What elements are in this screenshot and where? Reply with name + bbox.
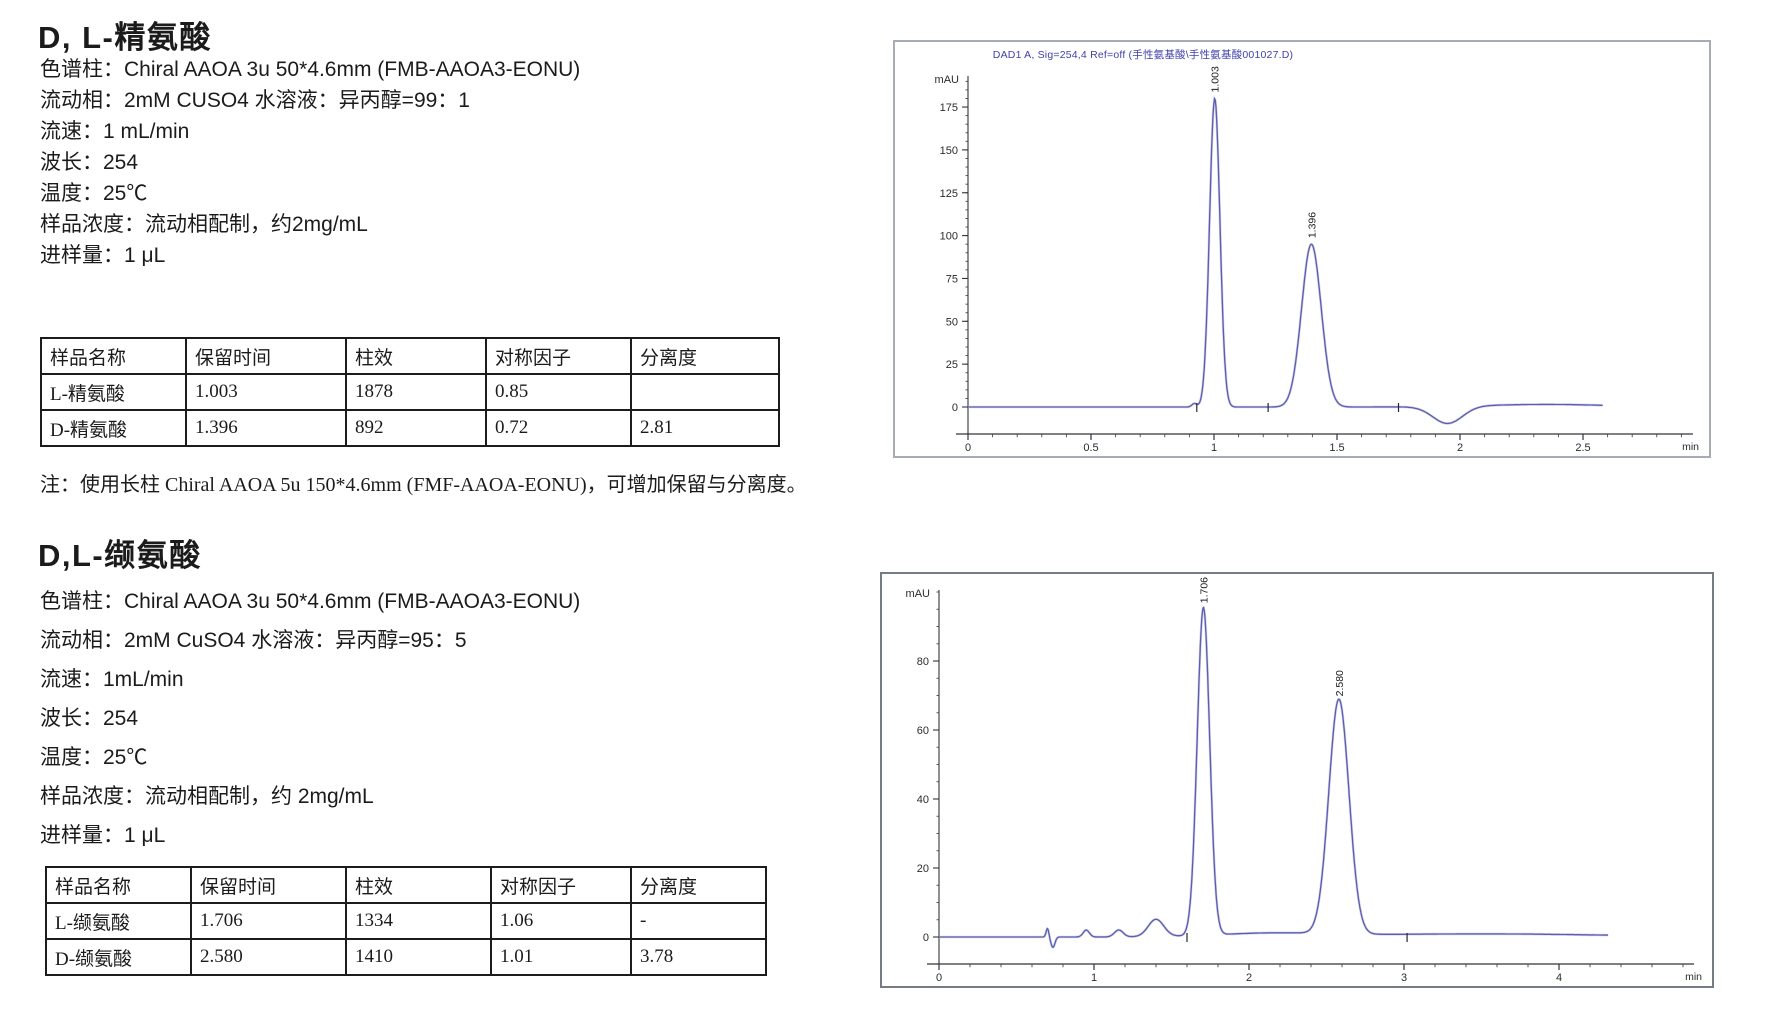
- col-header-resolution: 分离度: [630, 866, 767, 904]
- param-flow-rate: 流速：1 mL/min: [40, 120, 190, 143]
- col-header-resolution: 分离度: [630, 337, 780, 375]
- y-tick-label: 150: [940, 145, 958, 157]
- param-wavelength: 波长：254: [40, 151, 139, 174]
- x-tick-label: 2: [1246, 972, 1252, 982]
- section2-title: D,L-缬氨酸: [38, 538, 202, 573]
- cell-resolution: 2.81: [630, 409, 780, 447]
- x-tick-label: 2.5: [1575, 442, 1590, 452]
- col-header-sample: 样品名称: [45, 866, 192, 904]
- cell-retention: 1.706: [190, 902, 347, 940]
- param-concentration: 样品浓度：流动相配制，约2mg/mL: [40, 213, 368, 236]
- x-axis-unit: min: [1685, 971, 1702, 982]
- y-tick-label: 40: [917, 794, 929, 806]
- cell-symmetry: 0.85: [485, 373, 632, 411]
- y-tick-label: 0: [952, 402, 958, 414]
- table-row: L-缬氨酸 1.706 1334 1.06 -: [45, 902, 767, 940]
- cell-sample: L-缬氨酸: [45, 902, 192, 940]
- chart-title: DAD1 A, Sig=254,4 Ref=off (手性氨基酸\手性氨基酸00…: [993, 48, 1293, 61]
- results-table-2: 样品名称 保留时间 柱效 对称因子 分离度 L-缬氨酸 1.706 1334 1…: [45, 866, 767, 976]
- cell-plates: 1334: [345, 902, 492, 940]
- x-tick-label: 0: [965, 442, 971, 452]
- cell-sample: D-精氨酸: [40, 409, 187, 447]
- peak-label: 2.580: [1334, 670, 1346, 696]
- param-wavelength: 波长：254: [40, 707, 139, 730]
- x-tick-label: 0: [936, 972, 942, 982]
- results-table-1: 样品名称 保留时间 柱效 对称因子 分离度 L-精氨酸 1.003 1878 0…: [40, 337, 780, 447]
- col-header-symmetry: 对称因子: [485, 337, 632, 375]
- cell-plates: 1878: [345, 373, 487, 411]
- param-mobile-phase: 流动相：2mM CuSO4 水溶液：异丙醇=95：5: [40, 629, 467, 652]
- cell-symmetry: 0.72: [485, 409, 632, 447]
- chromatogram-valine: 0 20 40 60 80 mAU 0 1 2 3 4 min 1.706 2.580: [880, 572, 1714, 988]
- param-temperature: 温度：25℃: [40, 746, 148, 769]
- param-mobile-phase: 流动相：2mM CUSO4 水溶液：异丙醇=99：1: [40, 89, 470, 112]
- x-tick-label: 1: [1091, 972, 1097, 982]
- param-column: 色谱柱：Chiral AAOA 3u 50*4.6mm (FMB-AAOA3-E…: [40, 58, 581, 81]
- param-column: 色谱柱：Chiral AAOA 3u 50*4.6mm (FMB-AAOA3-E…: [40, 590, 581, 613]
- param-concentration: 样品浓度：流动相配制，约 2mg/mL: [40, 785, 374, 808]
- cell-resolution: [630, 373, 780, 411]
- y-axis-unit: mAU: [935, 74, 960, 86]
- cell-symmetry: 1.01: [490, 938, 632, 976]
- param-injection: 进样量：1 μL: [40, 244, 166, 267]
- section1-title: D, L-精氨酸: [38, 20, 212, 55]
- x-axis-unit: min: [1682, 441, 1699, 452]
- section2-params: 色谱柱：Chiral AAOA 3u 50*4.6mm (FMB-AAOA3-E…: [40, 582, 580, 855]
- y-tick-label: 20: [917, 863, 929, 875]
- y-tick-label: 60: [917, 725, 929, 737]
- y-axis-unit: mAU: [906, 588, 931, 600]
- x-tick-label: 0.5: [1083, 442, 1098, 452]
- cell-retention: 2.580: [190, 938, 347, 976]
- x-tick-label: 1.5: [1329, 442, 1344, 452]
- cell-retention: 1.396: [185, 409, 347, 447]
- table-header-row: 样品名称 保留时间 柱效 对称因子 分离度: [40, 337, 780, 375]
- y-tick-label: 0: [923, 932, 929, 944]
- chromatogram-arginine-svg: 0 25 50 75 100 125 150 175 mAU 0 0.5 1 1.5 2 2.5 min DAD…: [935, 48, 1700, 452]
- y-tick-label: 75: [946, 273, 958, 285]
- table-row: D-缬氨酸 2.580 1410 1.01 3.78: [45, 938, 767, 976]
- col-header-retention: 保留时间: [185, 337, 347, 375]
- col-header-plates: 柱效: [345, 866, 492, 904]
- y-tick-label: 25: [946, 359, 958, 371]
- y-tick-label: 100: [940, 231, 958, 243]
- signal-trace: [939, 606, 1609, 949]
- y-tick-label: 80: [917, 656, 929, 668]
- param-flow-rate: 流速：1mL/min: [40, 668, 184, 691]
- cell-retention: 1.003: [185, 373, 347, 411]
- x-tick-label: 1: [1211, 442, 1217, 452]
- chromatogram-valine-svg: 0 20 40 60 80 mAU 0 1 2 3 4 min 1.706 2.580: [906, 577, 1703, 982]
- x-tick-label: 2: [1457, 442, 1463, 452]
- y-tick-label: 175: [940, 102, 958, 114]
- section1-params: 色谱柱：Chiral AAOA 3u 50*4.6mm (FMB-AAOA3-E…: [40, 54, 580, 271]
- cell-resolution: -: [630, 902, 767, 940]
- footnote: 注：使用长柱 Chiral AAOA 5u 150*4.6mm (FMF-AAO…: [40, 474, 807, 496]
- param-injection: 进样量：1 μL: [40, 824, 166, 847]
- x-tick-label: 4: [1556, 972, 1562, 982]
- chromatogram-arginine: 0 25 50 75 100 125 150 175 mAU 0 0.5 1 1.5 2 2.5 min DAD…: [893, 40, 1711, 458]
- peak-label: 1.706: [1198, 577, 1210, 603]
- cell-sample: D-缬氨酸: [45, 938, 192, 976]
- table-header-row: 样品名称 保留时间 柱效 对称因子 分离度: [45, 866, 767, 904]
- col-header-plates: 柱效: [345, 337, 487, 375]
- table-row: D-精氨酸 1.396 892 0.72 2.81: [40, 409, 780, 447]
- cell-plates: 892: [345, 409, 487, 447]
- peak-label: 1.003: [1210, 66, 1222, 92]
- y-tick-label: 50: [946, 316, 958, 328]
- cell-plates: 1410: [345, 938, 492, 976]
- col-header-sample: 样品名称: [40, 337, 187, 375]
- col-header-retention: 保留时间: [190, 866, 347, 904]
- cell-resolution: 3.78: [630, 938, 767, 976]
- table-row: L-精氨酸 1.003 1878 0.85: [40, 373, 780, 411]
- y-tick-label: 125: [940, 188, 958, 200]
- peak-label: 1.396: [1306, 212, 1318, 238]
- param-temperature: 温度：25℃: [40, 182, 148, 205]
- col-header-symmetry: 对称因子: [490, 866, 632, 904]
- signal-trace: [968, 96, 1603, 425]
- cell-symmetry: 1.06: [490, 902, 632, 940]
- cell-sample: L-精氨酸: [40, 373, 187, 411]
- x-tick-label: 3: [1401, 972, 1407, 982]
